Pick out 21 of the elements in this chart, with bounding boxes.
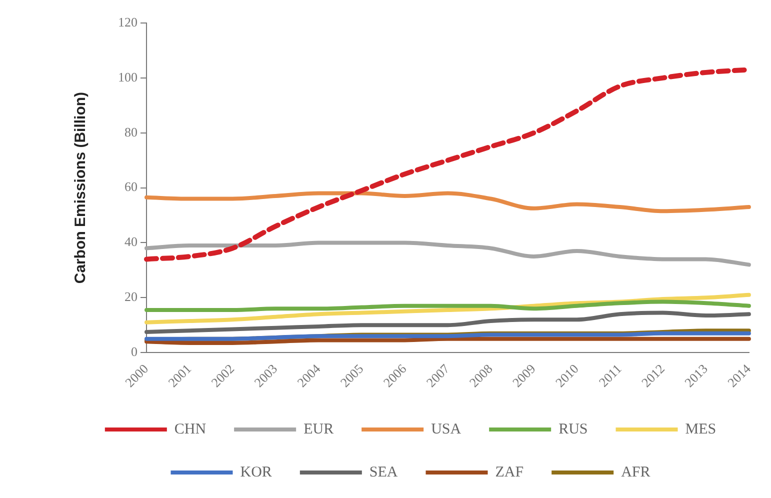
legend-label: EUR xyxy=(304,421,334,438)
y-axis-title: Carbon Emissions (Billion) xyxy=(72,92,90,284)
legend-label: RUS xyxy=(558,421,588,438)
legend-label: USA xyxy=(431,421,462,438)
legend-label: SEA xyxy=(369,464,398,480)
y-tick-label: 0 xyxy=(131,344,138,360)
legend-label: CHN xyxy=(174,421,206,438)
legend-label: ZAF xyxy=(495,464,524,480)
legend-label: KOR xyxy=(240,464,272,480)
line-series xyxy=(144,300,751,312)
y-tick-label: 40 xyxy=(124,234,138,250)
y-tick-label: 20 xyxy=(124,289,138,304)
y-tick-label: 120 xyxy=(118,14,138,30)
y-tick-label: 100 xyxy=(118,69,138,84)
line-series xyxy=(144,240,751,267)
y-tick-label: 60 xyxy=(124,179,138,194)
legend-label: MES xyxy=(685,421,716,438)
line-series xyxy=(144,310,751,334)
y-tick-label: 80 xyxy=(124,124,138,140)
legend-label: AFR xyxy=(621,464,650,480)
line-series xyxy=(144,191,751,214)
